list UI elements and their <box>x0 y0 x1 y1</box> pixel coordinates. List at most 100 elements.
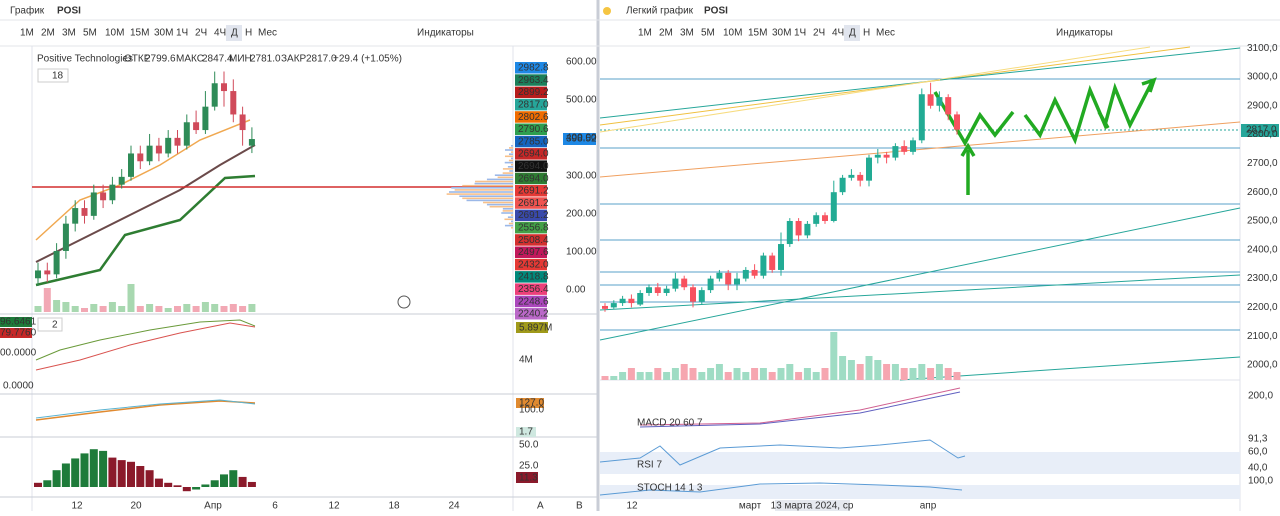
volume-bar <box>874 360 882 380</box>
profile-bar <box>449 191 513 193</box>
indicators-button[interactable]: Индикаторы <box>1056 28 1113 39</box>
price-label: 2432.0 <box>518 259 549 270</box>
candle-body <box>193 122 200 131</box>
timeframe[interactable]: 15M <box>748 28 767 39</box>
timeframe[interactable]: 1Ч <box>794 28 806 39</box>
candle-body <box>100 192 107 201</box>
timeframe[interactable]: Н <box>863 28 870 39</box>
timeframe[interactable]: 5M <box>83 28 97 39</box>
price-label-box <box>515 86 547 99</box>
volume-bar <box>71 306 79 312</box>
candle-body <box>619 298 626 304</box>
hist-bar <box>154 478 163 487</box>
profile-bar <box>511 220 513 223</box>
profile-bar <box>446 193 513 195</box>
timeframe[interactable]: Мес <box>876 28 895 39</box>
candle-body <box>221 83 227 92</box>
profile-bar <box>511 157 513 160</box>
legend: ОТКР 2799.6 МАКС 2847.4 МИН 2781.0 ЗАКР … <box>124 54 402 65</box>
timeframe[interactable]: 10M <box>105 28 124 39</box>
hist-bar <box>117 460 126 487</box>
volume-bar <box>786 364 794 380</box>
timeframe[interactable]: Мес <box>258 28 277 39</box>
profile-bar <box>454 189 513 191</box>
legend-value: 2817.0 <box>306 54 337 65</box>
rsi-band <box>600 452 1240 474</box>
candle-body <box>663 288 670 294</box>
timeframe[interactable]: 4Ч <box>214 28 226 39</box>
y-tick-label: 2100,0 <box>1247 331 1278 342</box>
x-label: 18 <box>388 501 400 511</box>
timeframe[interactable]: 30M <box>772 28 791 39</box>
candle-body <box>610 303 617 308</box>
profile-bar <box>462 184 513 187</box>
candle-body <box>211 83 218 107</box>
x-label: апр <box>920 501 937 511</box>
timeframe[interactable]: 15M <box>130 28 149 39</box>
price-label: 2691.2 <box>518 198 549 209</box>
price-label: 2785.0 <box>518 136 549 147</box>
y-tick-label: 2800,0 <box>1247 129 1278 140</box>
candle-body <box>725 272 732 285</box>
ma-line <box>35 144 256 263</box>
timeframe[interactable]: 2Ч <box>195 28 207 39</box>
profile-bar <box>504 224 513 227</box>
trend <box>599 79 941 119</box>
timeframe[interactable]: 10M <box>723 28 742 39</box>
candle-body <box>230 91 237 115</box>
volume-bar <box>680 364 688 380</box>
candle-body <box>698 290 705 302</box>
hist-bar <box>210 480 219 487</box>
volume-bar <box>724 372 732 380</box>
hist-bar <box>145 470 154 487</box>
candle-body <box>901 146 908 152</box>
timeframe[interactable]: Д <box>849 28 856 39</box>
timeframe[interactable]: 30M <box>154 28 173 39</box>
timeframe[interactable]: 1Ч <box>176 28 188 39</box>
volume-bar <box>201 302 209 312</box>
price-label: 2691.2 <box>518 210 549 221</box>
icon[interactable] <box>397 295 411 309</box>
timeframe[interactable]: 1M <box>20 28 34 39</box>
timeframe[interactable]: 4Ч <box>832 28 844 39</box>
profile-bar <box>502 208 513 210</box>
hist-bar <box>173 485 182 487</box>
ind-label: 100.0 <box>519 405 544 416</box>
candle-body <box>936 97 943 106</box>
indicators-button[interactable]: Индикаторы <box>417 28 474 39</box>
ind-label: 40,0 <box>1248 463 1268 474</box>
price-label-box <box>515 123 547 135</box>
candle-body <box>954 114 960 130</box>
profile-bar <box>508 159 513 162</box>
ind-label: 4M <box>519 355 533 366</box>
ma-line <box>35 119 251 241</box>
volume-bar <box>927 368 935 380</box>
candle-body <box>945 97 952 115</box>
hist-bar <box>89 449 98 487</box>
volume-bar <box>733 368 741 380</box>
timeframe[interactable]: Д <box>231 28 238 39</box>
price-label-box <box>515 283 547 295</box>
timeframe[interactable]: 5M <box>701 28 715 39</box>
timeframe[interactable]: 1M <box>638 28 652 39</box>
volume-bar <box>118 306 126 312</box>
volume-bar <box>146 304 154 312</box>
timeframe[interactable]: 2M <box>41 28 55 39</box>
timeframe[interactable]: Н <box>245 28 252 39</box>
timeframe[interactable]: 3M <box>62 28 76 39</box>
price-label: 2248.6 <box>518 296 549 307</box>
profile-bar <box>486 178 513 181</box>
volume-bar <box>220 306 228 312</box>
timeframe[interactable]: 3M <box>680 28 694 39</box>
badge[interactable] <box>37 68 69 83</box>
ind-label: 60,0 <box>1248 447 1268 458</box>
profile-bar <box>511 151 513 153</box>
badge[interactable] <box>37 317 63 332</box>
profile-bar <box>497 176 513 179</box>
volume-bar <box>715 364 723 380</box>
timeframe[interactable]: 2Ч <box>813 28 825 39</box>
timeframe[interactable]: 2M <box>659 28 673 39</box>
profile-axis-label: 200.00 <box>566 209 597 220</box>
volume-bar <box>768 372 776 380</box>
